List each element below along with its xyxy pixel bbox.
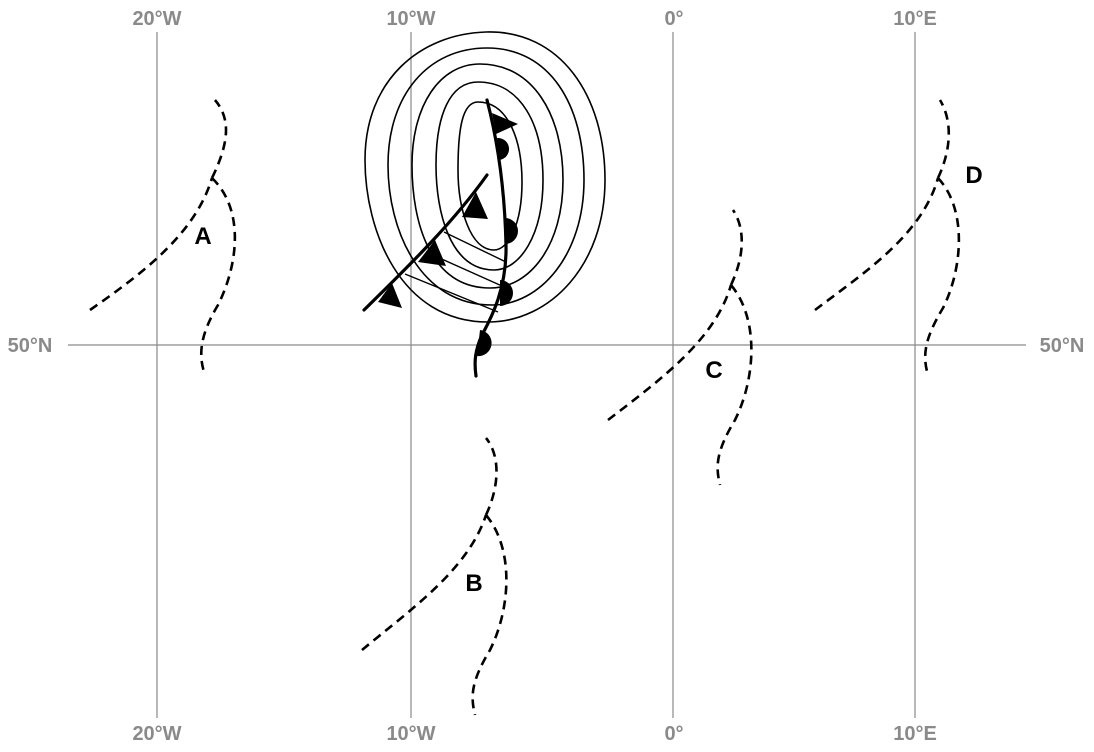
front-a-upper [210, 99, 228, 179]
location-label-d: D [965, 162, 982, 189]
location-label-a: A [194, 223, 211, 250]
warm-sector-line [443, 231, 507, 263]
depression-fronts [362, 98, 518, 378]
isobar-2 [411, 63, 564, 289]
warm-front-semicircle [500, 280, 513, 306]
front-system-a [89, 99, 237, 376]
longitude-label-bottom-0: 0° [664, 723, 683, 745]
coordinate-labels: 20°W 10°W 0° 10°E 20°W 10°W 0° 10°E 50°N… [8, 8, 1085, 745]
front-system-d [814, 99, 961, 376]
warm-front-semicircle [497, 137, 510, 160]
grid [68, 32, 1026, 718]
cold-front-triangle [378, 283, 402, 308]
longitude-label-top-10w: 10°W [386, 8, 435, 30]
location-label-c: C [705, 357, 722, 384]
front-a-warm [199, 177, 237, 376]
latitude-label-left: 50°N [8, 335, 53, 357]
isobar-3 [387, 47, 585, 306]
cold-front-triangle [462, 192, 488, 219]
isobar-inner [457, 101, 523, 251]
longitude-label-bottom-10e: 10°E [893, 723, 937, 745]
front-b-warm [471, 514, 508, 716]
front-b-cold [361, 514, 488, 651]
latitude-label-right: 50°N [1040, 335, 1085, 357]
front-d-warm [923, 177, 961, 376]
warm-front-semicircle [477, 330, 492, 357]
occluded-front-triangle [492, 113, 518, 134]
location-label-b: B [465, 570, 482, 597]
cold-front-triangle [418, 240, 446, 266]
front-d-upper [936, 99, 951, 179]
front-c-cold [607, 284, 733, 422]
longitude-label-bottom-20w: 20°W [132, 723, 181, 745]
front-b-upper [484, 437, 498, 516]
isobar-1 [435, 81, 544, 271]
front-system-c [607, 209, 753, 486]
front-c-upper [729, 209, 744, 286]
longitude-label-bottom-10w: 10°W [386, 723, 435, 745]
cold-front [362, 173, 489, 312]
front-system-b [361, 437, 508, 716]
front-c-warm [716, 284, 753, 486]
longitude-label-top-10e: 10°E [893, 8, 937, 30]
warm-front-semicircle [505, 218, 518, 244]
front-d-cold [814, 177, 940, 312]
longitude-label-top-0: 0° [664, 8, 683, 30]
warm-sector-line [404, 273, 499, 313]
longitude-label-top-20w: 20°W [132, 8, 181, 30]
location-labels: A B C D [194, 162, 982, 597]
front-a-cold [89, 177, 214, 312]
warm-sector-lines [404, 231, 507, 313]
